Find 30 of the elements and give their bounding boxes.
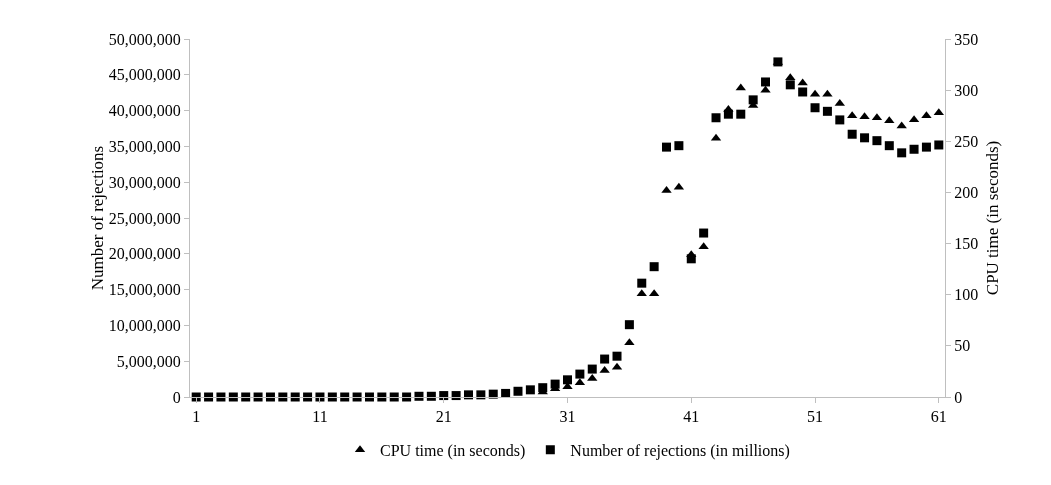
- y-tick-label: 35,000,000: [108, 138, 181, 155]
- y-tick-label: 40,000,000: [108, 102, 181, 120]
- x-tick-label: 1: [192, 408, 201, 426]
- y2-tick-label: 250: [954, 132, 979, 150]
- x-tick-label: 41: [683, 408, 700, 426]
- y-tick-label: 5,000,000: [116, 352, 181, 370]
- y2-tick-label: 300: [954, 81, 979, 99]
- y-tick-label: 20,000,000: [108, 245, 181, 263]
- y2-tick-label: 50: [954, 337, 971, 355]
- y-tick-label: 0: [172, 388, 181, 406]
- x-tick-label: 51: [807, 408, 824, 426]
- x-tick-label: 61: [930, 408, 947, 426]
- y-tick-label: 10,000,000: [108, 317, 181, 334]
- y2-tick-label: 100: [954, 286, 979, 304]
- y2-axis-title: CPU time (in seconds): [982, 140, 1002, 296]
- y-tick-label: 30,000,000: [108, 173, 181, 191]
- y-tick-label: 15,000,000: [108, 281, 181, 299]
- y-tick-label: 45,000,000: [108, 66, 181, 84]
- y-axis-title: Number of rejections: [87, 145, 107, 291]
- y2-tick-label: 350: [954, 30, 979, 48]
- y2-tick-label: 150: [954, 235, 979, 253]
- legend-label: CPU time (in seconds): [380, 441, 526, 460]
- x-tick-label: 11: [312, 408, 328, 426]
- legend-label: Number of rejections (in millions): [570, 441, 790, 460]
- x-tick-label: 31: [559, 408, 576, 426]
- y-tick-label: 25,000,000: [108, 209, 181, 227]
- y-tick-label: 50,000,000: [108, 30, 181, 48]
- x-tick-label: 21: [435, 408, 452, 426]
- y2-tick-label: 200: [954, 184, 979, 202]
- y2-tick-label: 0: [954, 388, 963, 406]
